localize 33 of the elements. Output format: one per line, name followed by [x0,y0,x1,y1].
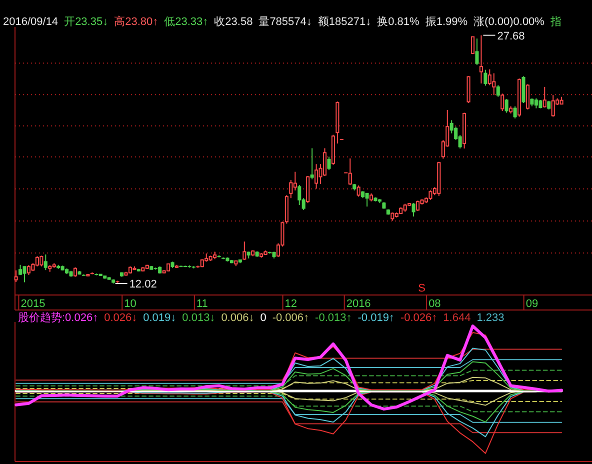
header-text: 0.026↓ [104,312,138,324]
x-tick-label: 12 [284,298,298,310]
x-tick-label: 2016 [346,298,371,310]
annotation: S [418,282,426,294]
header-text: 开23.35↓ [64,16,108,28]
header-text: -0.006↑ [272,312,310,324]
header-text: 换0.81% [377,16,420,28]
x-tick-label: 11 [196,298,208,310]
header-text: 振1.99% [425,16,468,28]
x-tick-label: 10 [124,298,136,310]
header-text: 低23.33↑ [164,16,208,28]
header-text: 指 [550,16,562,28]
annotation: 27.68 [497,30,525,42]
header-text: 股价趋势:0.026↑ [18,312,98,324]
header-text: 高23.80↑ [114,16,158,28]
header-text: 0.013↓ [182,312,216,324]
header-text: 涨(0.00)0.00% [474,16,544,28]
header-text: 1.233 [476,312,504,324]
header-text: 收23.58 [214,16,253,28]
header-text: -0.013↑ [315,312,352,324]
header-text: 量785574↓ [258,16,312,28]
header-text: 0 [260,312,266,324]
header-text: 0.006↓ [221,312,254,324]
header-text: 1.644 [443,312,471,324]
header-text: 额185271↓ [318,16,372,28]
annotation: 12.02 [129,278,157,290]
header-text: -0.019↑ [358,312,394,324]
x-tick-label: 09 [526,298,538,310]
header-text: 0.019↓ [143,312,176,324]
x-tick-label: 08 [428,298,441,310]
header-text: 2016/09/14 [3,16,58,28]
x-tick-label: 2015 [20,298,46,310]
header-text: -0.026↑ [400,312,438,324]
